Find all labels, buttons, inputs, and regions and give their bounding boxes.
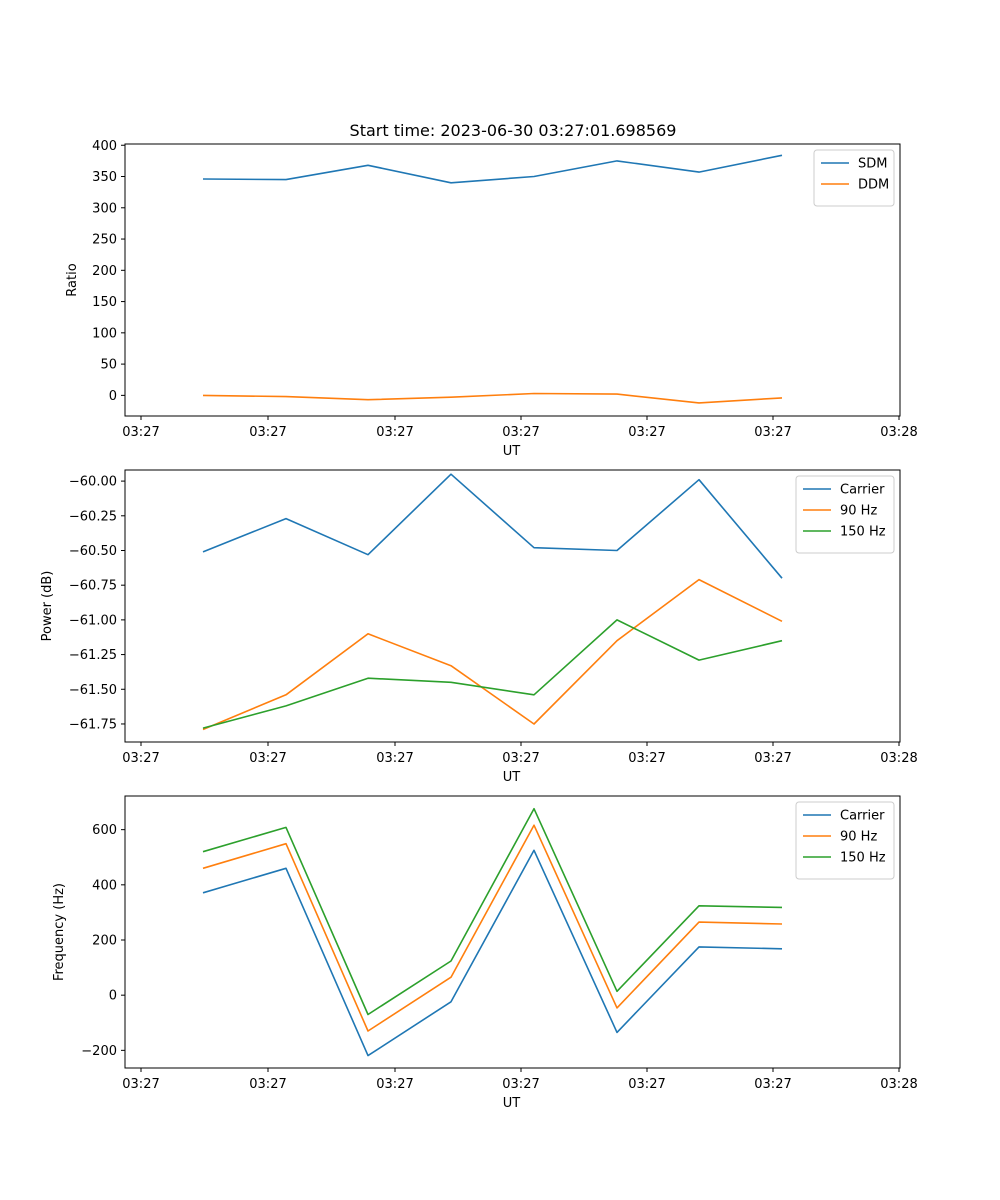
- x-axis-label: UT: [503, 444, 521, 459]
- y-axis-label: Ratio: [65, 263, 80, 296]
- x-tick-label: 03:27: [122, 1077, 159, 1092]
- x-axis-label: UT: [503, 1096, 521, 1111]
- y-tick-label: −61.25: [69, 648, 117, 663]
- axes-frame: [124, 469, 901, 743]
- x-tick-label: 03:27: [376, 1077, 413, 1092]
- x-tick-label: 03:27: [122, 751, 159, 766]
- x-tick-label: 03:27: [502, 425, 539, 440]
- legend-box: [813, 149, 895, 207]
- legend: Carrier 90 Hz 150 Hz: [795, 801, 895, 880]
- y-tick-label: −60.75: [69, 579, 117, 594]
- x-tick-label: 03:28: [880, 425, 917, 440]
- legend-entry: 150 Hz: [840, 851, 886, 866]
- chart-panel-3: −200 0 200 400 600 03:27 03:27 03:27 03:27 03:27 0…: [52, 795, 918, 1111]
- axes-frame: [124, 795, 901, 1069]
- x-tick-label: 03:27: [754, 751, 791, 766]
- x-tick-label: 03:27: [628, 1077, 665, 1092]
- y-tick-label: 350: [92, 170, 117, 185]
- x-tick-label: 03:27: [502, 1077, 539, 1092]
- x-tick-label: 03:27: [249, 751, 286, 766]
- x-tick-label: 03:27: [628, 751, 665, 766]
- x-tick-label: 03:28: [880, 751, 917, 766]
- y-tick-label: −60.00: [69, 475, 117, 490]
- series-line-150-hz: [202, 807, 783, 1016]
- legend: SDM DDM: [813, 149, 895, 207]
- x-tick-label: 03:27: [249, 1077, 286, 1092]
- x-tick-label: 03:27: [376, 425, 413, 440]
- y-tick-label: 300: [92, 201, 117, 216]
- y-axis-label: Frequency (Hz): [52, 883, 67, 981]
- y-tick-label: 0: [109, 389, 117, 404]
- panels: 0 50 100 150 200 250 300 350 400 03:27 03:27 03:27 0…: [40, 139, 918, 1111]
- x-tick-label: 03:27: [754, 425, 791, 440]
- y-tick-label: 250: [92, 233, 117, 248]
- y-tick-label: 200: [92, 934, 117, 949]
- series-line-90-hz: [202, 578, 783, 731]
- y-tick-label: −61.50: [69, 683, 117, 698]
- series-line-150-hz: [202, 619, 783, 729]
- legend-entry: DDM: [858, 178, 889, 193]
- y-tick-label: 400: [92, 139, 117, 154]
- y-tick-label: 400: [92, 878, 117, 893]
- legend: Carrier 90 Hz 150 Hz: [795, 475, 895, 554]
- x-tick-label: 03:27: [376, 751, 413, 766]
- chart-panel-1: 0 50 100 150 200 250 300 350 400 03:27 03:27 03:27 0…: [65, 139, 918, 459]
- x-axis-label: UT: [503, 770, 521, 785]
- y-tick-label: −200: [81, 1044, 117, 1059]
- series-line-sdm: [202, 154, 783, 184]
- y-tick-label: 100: [92, 326, 117, 341]
- x-tick-label: 03:27: [122, 425, 159, 440]
- x-tick-label: 03:27: [502, 751, 539, 766]
- series-line-carrier: [202, 849, 783, 1057]
- legend-entry: 90 Hz: [840, 504, 877, 519]
- x-tick-label: 03:27: [754, 1077, 791, 1092]
- y-tick-label: −60.25: [69, 509, 117, 524]
- legend-entry: Carrier: [840, 809, 885, 824]
- y-tick-label: 600: [92, 823, 117, 838]
- y-axis-label: Power (dB): [40, 571, 55, 642]
- y-tick-label: −60.50: [69, 544, 117, 559]
- x-tick-label: 03:27: [249, 425, 286, 440]
- y-tick-label: 150: [92, 295, 117, 310]
- legend-entry: SDM: [858, 157, 887, 172]
- legend-box: [795, 475, 895, 554]
- legend-entry: Carrier: [840, 483, 885, 498]
- y-tick-label: 50: [100, 358, 117, 373]
- y-tick-label: −61.75: [69, 717, 117, 732]
- y-tick-label: −61.00: [69, 613, 117, 628]
- axes-frame: [124, 143, 901, 417]
- x-tick-label: 03:27: [628, 425, 665, 440]
- y-tick-label: 200: [92, 264, 117, 279]
- figure-title: Start time: 2023-06-30 03:27:01.698569: [350, 121, 677, 140]
- legend-entry: 150 Hz: [840, 525, 886, 540]
- series-line-90-hz: [202, 824, 783, 1032]
- legend-box: [795, 801, 895, 880]
- x-tick-label: 03:28: [880, 1077, 917, 1092]
- chart-panel-2: −61.75 −61.50 −61.25 −61.00 −60.75 −60.50 −60.…: [40, 469, 918, 785]
- series-line-carrier: [202, 473, 783, 579]
- legend-entry: 90 Hz: [840, 830, 877, 845]
- y-tick-label: 0: [109, 989, 117, 1004]
- series-line-ddm: [202, 392, 783, 404]
